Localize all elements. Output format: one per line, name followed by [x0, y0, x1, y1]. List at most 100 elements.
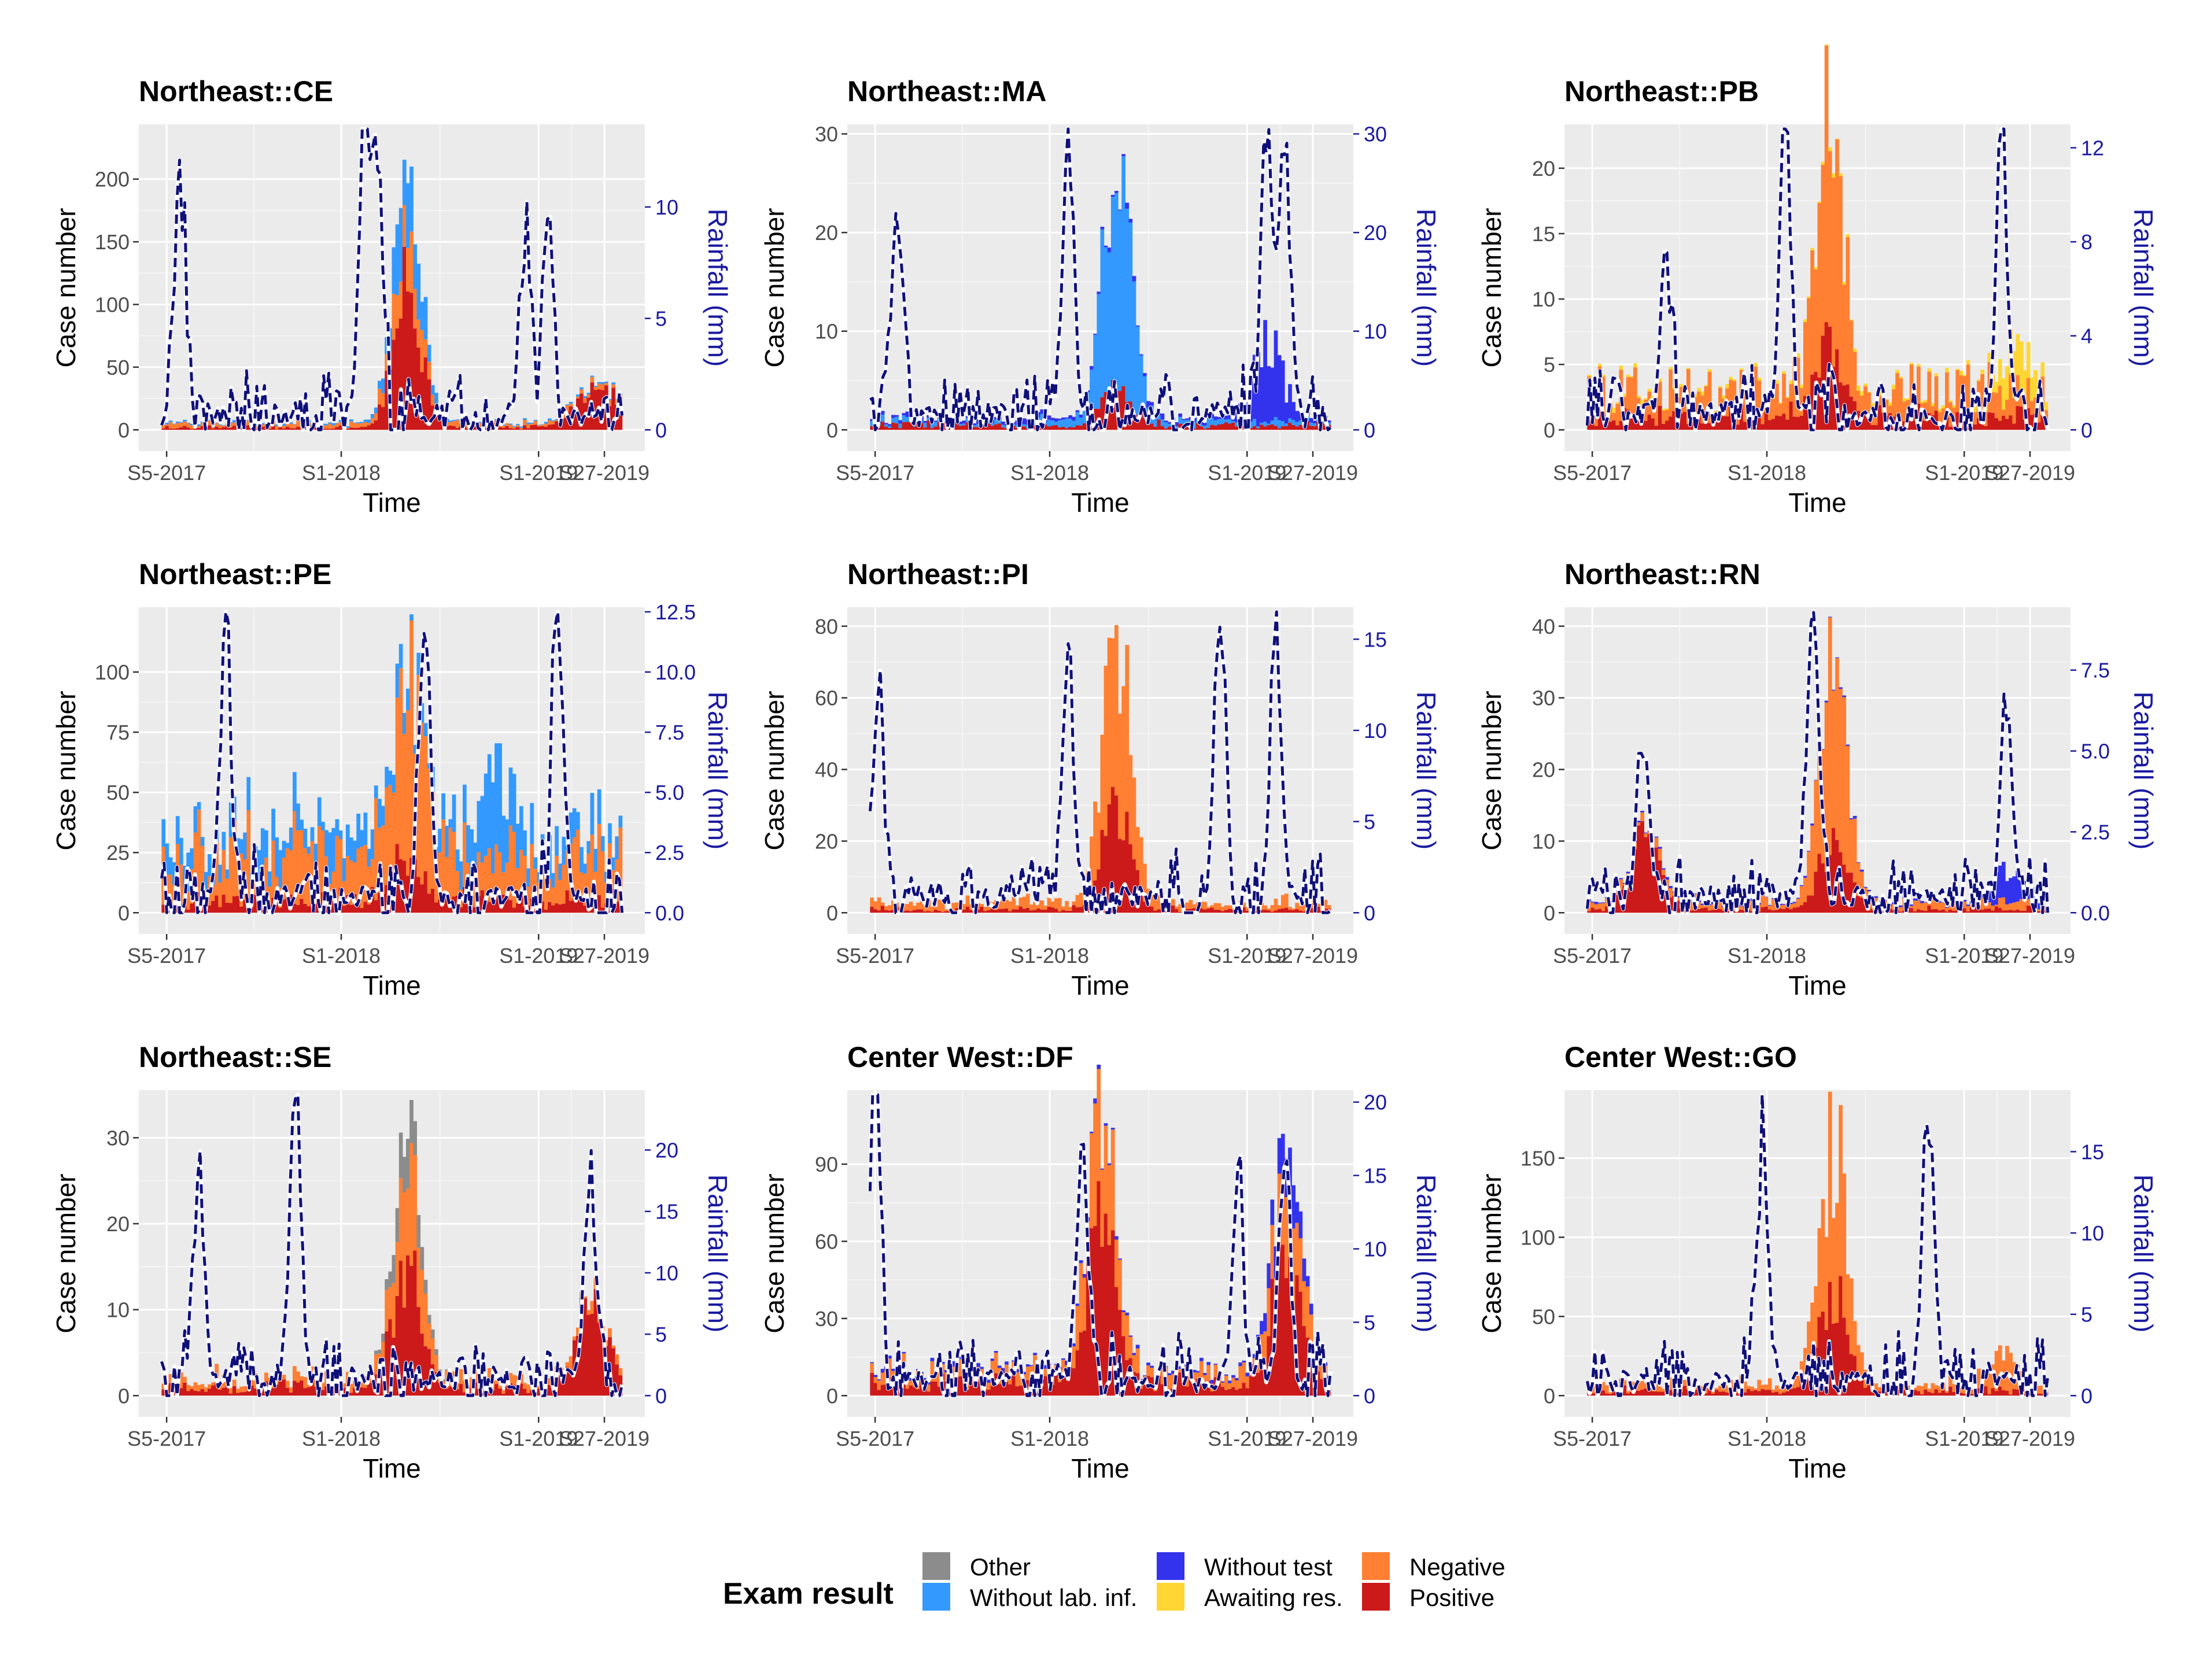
bar-without-test [902, 1352, 906, 1354]
bar-negative [183, 1376, 187, 1383]
bar-negative [1298, 906, 1303, 911]
bar-without-lab-inf- [1128, 222, 1133, 401]
bar-negative [2037, 404, 2041, 423]
bar-positive [1118, 839, 1122, 913]
bar-negative [430, 394, 435, 405]
bar-without-test [1235, 1378, 1239, 1381]
bar-without-test [1302, 1258, 1306, 1282]
bar-positive [580, 900, 584, 913]
bar-negative [1605, 1385, 1609, 1394]
bar-negative [1160, 1369, 1165, 1384]
bar-positive [1987, 1394, 1992, 1396]
bar-positive [1863, 412, 1867, 430]
bar-positive [1934, 1389, 1939, 1396]
bar-positive [1025, 1380, 1030, 1396]
x-axis-label: Time [1071, 488, 1130, 518]
bar-positive [1856, 1379, 1861, 1396]
bar-negative [2026, 378, 2031, 409]
bar-without-lab-inf- [413, 244, 417, 289]
y-tick-label: 10 [106, 1298, 130, 1322]
bar-negative [1711, 904, 1715, 910]
bar-without-lab-inf- [374, 407, 378, 413]
bar-positive [2019, 910, 2024, 913]
bar-positive [1948, 1386, 1953, 1396]
bar-without-lab-inf- [508, 767, 513, 826]
bar-negative [1718, 387, 1722, 418]
bar-without-lab-inf- [551, 873, 555, 888]
bar-awaiting-res- [1948, 400, 1953, 403]
bar-without-test [1270, 367, 1275, 421]
bar-positive [994, 424, 998, 430]
bar-without-test [1263, 320, 1267, 422]
bar-positive [558, 904, 563, 913]
bar-positive [1065, 428, 1069, 430]
chart-title: Northeast::PI [847, 558, 1029, 590]
bar-awaiting-res- [1629, 376, 1634, 378]
bar-positive [1937, 910, 1942, 913]
bar-positive [161, 1389, 166, 1396]
legend-label: Awaiting res. [1204, 1584, 1343, 1611]
bar-awaiting-res- [1927, 368, 1932, 372]
y-tick-label: 100 [1520, 1225, 1555, 1249]
bar-positive [1280, 426, 1285, 430]
y2-tick-label: 5 [655, 1323, 667, 1346]
bar-positive [1736, 1393, 1740, 1396]
bar-without-lab-inf- [331, 828, 336, 872]
bar-negative [1068, 907, 1073, 911]
y-tick-label: 0 [118, 901, 130, 925]
bar-negative [951, 1367, 955, 1383]
bar-negative [296, 830, 300, 905]
bar-negative [392, 1283, 396, 1338]
bar-positive [2022, 910, 2027, 913]
bar-negative [1991, 906, 1995, 911]
bar-positive [190, 903, 194, 913]
bar-negative [1828, 151, 1832, 327]
bar-without-lab-inf- [342, 858, 346, 881]
bar-positive [523, 425, 527, 430]
bar-negative [232, 1379, 237, 1386]
bar-negative [1803, 1347, 1807, 1378]
bar-positive [282, 429, 286, 430]
bar-positive [1761, 424, 1765, 430]
bar-without-lab-inf- [526, 422, 530, 424]
bar-negative [1125, 645, 1130, 812]
bar-negative [1203, 902, 1207, 910]
bar-positive [1799, 415, 1804, 430]
bar-positive [976, 427, 980, 430]
y-axis-label: Case number [1477, 1173, 1507, 1333]
bar-positive [1707, 1388, 1712, 1396]
bar-without-lab-inf- [392, 774, 396, 793]
bar-positive [870, 426, 874, 430]
bar-positive [416, 347, 421, 430]
y-tick-label: 150 [1520, 1147, 1555, 1171]
bar-without-lab-inf- [459, 861, 463, 890]
bar-positive [955, 908, 959, 913]
bar-positive [398, 1260, 403, 1396]
bar-negative [388, 1287, 393, 1320]
y2-tick-label: 10 [1364, 1237, 1387, 1261]
bar-positive [1764, 906, 1769, 913]
bar-without-lab-inf- [1157, 415, 1161, 420]
bar-without-lab-inf- [1231, 420, 1235, 423]
bar-positive [183, 426, 187, 430]
bar-positive [427, 893, 431, 913]
bar-positive [1298, 424, 1303, 430]
bar-without-lab-inf- [356, 422, 360, 423]
bar-negative [455, 871, 460, 896]
bar-positive [1747, 1389, 1751, 1396]
y-tick-label: 60 [815, 1229, 838, 1253]
bar-other [374, 1350, 378, 1354]
bar-positive [1022, 909, 1027, 913]
bar-awaiting-res- [1714, 411, 1719, 412]
bar-positive [965, 422, 970, 430]
y2-tick-label: 2.5 [655, 841, 684, 865]
bar-positive [1622, 1385, 1627, 1396]
bar-negative [1157, 895, 1161, 910]
bar-negative [916, 902, 920, 910]
bar-positive [1980, 910, 1984, 913]
y-axis-label: Case number [51, 208, 81, 367]
bar-negative [1711, 1391, 1715, 1394]
bar-negative [1110, 638, 1115, 787]
